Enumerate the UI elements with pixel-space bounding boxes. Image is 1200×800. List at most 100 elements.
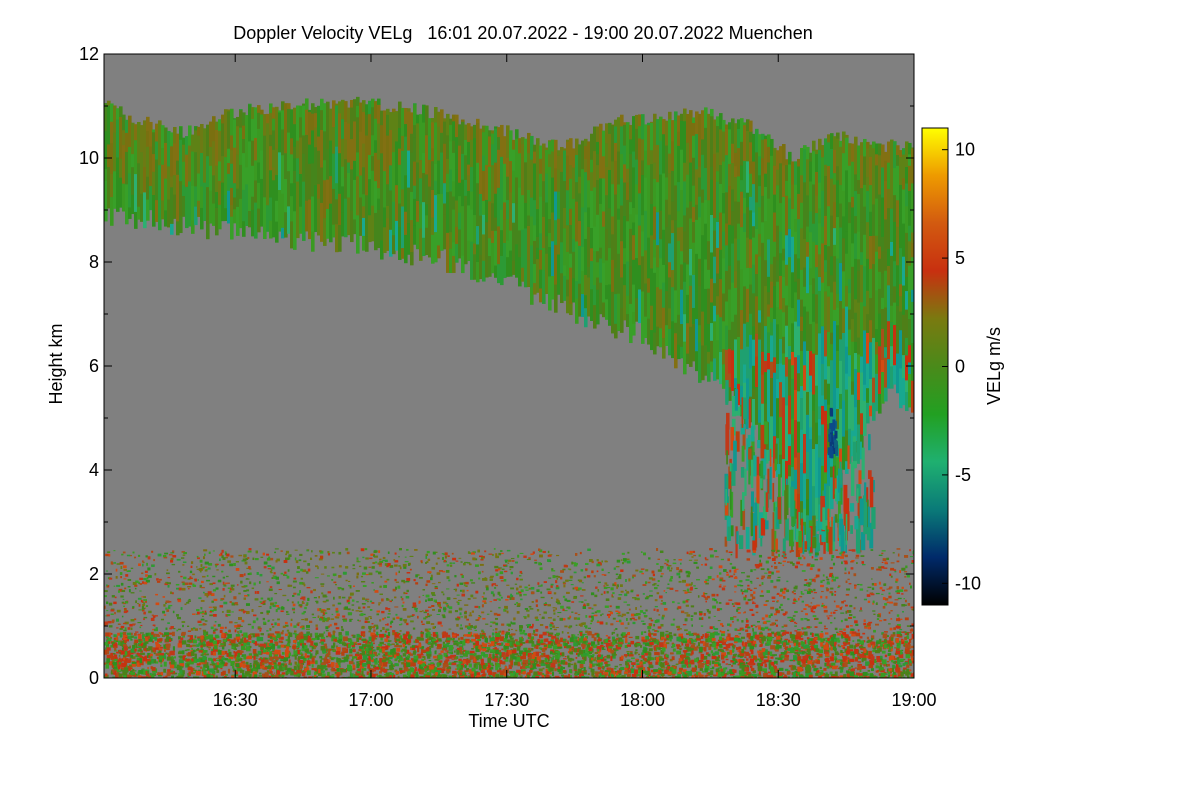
heat-cell (644, 210, 648, 251)
heat-cell (890, 166, 894, 178)
heat-cell (437, 160, 441, 195)
heat-cell (443, 213, 447, 250)
heat-cell (367, 621, 370, 624)
heat-cell (812, 394, 816, 411)
heat-cell (887, 207, 891, 249)
heat-cell (206, 124, 210, 126)
heat-cell (641, 174, 645, 216)
heat-cell (782, 259, 786, 277)
heat-cell (776, 184, 780, 226)
heat-cell (314, 112, 318, 128)
heat-cell (830, 466, 834, 478)
heat-cell (635, 297, 639, 322)
heat-cell (902, 148, 906, 155)
heat-cell (149, 121, 153, 147)
heat-cell (614, 228, 618, 268)
heat-cell (785, 234, 789, 265)
heat-cell (533, 151, 537, 164)
heat-cell (404, 108, 408, 109)
heat-cell (872, 377, 876, 403)
heat-cell (374, 139, 378, 153)
heat-cell (647, 292, 651, 319)
heat-cell (626, 261, 630, 296)
heat-cell (803, 521, 807, 535)
heat-cell (254, 107, 258, 138)
heat-cell (722, 231, 726, 247)
heat-cell (419, 203, 423, 215)
heat-cell (746, 267, 750, 289)
heat-cell (824, 410, 828, 437)
heat-cell (737, 260, 741, 289)
heat-cell (635, 238, 639, 259)
heat-cell (536, 208, 540, 220)
heat-cell (838, 486, 842, 504)
heat-cell (668, 294, 672, 309)
heat-cell (137, 121, 141, 164)
heat-cell (440, 132, 444, 153)
heat-cell (850, 462, 855, 496)
heat-cell (650, 329, 654, 351)
heat-cell (653, 239, 657, 258)
heat-cell (251, 196, 255, 210)
heat-cell (602, 301, 606, 318)
heat-cell (902, 177, 906, 190)
heat-cell (392, 189, 396, 202)
heat-cell (296, 105, 300, 119)
heat-cell (753, 513, 757, 546)
heat-cell (440, 109, 444, 133)
heat-cell (269, 134, 273, 147)
heat-cell (781, 591, 786, 594)
heat-cell (371, 155, 375, 171)
heat-cell (857, 337, 861, 355)
heat-cell (326, 179, 330, 209)
heat-cell (839, 184, 843, 204)
heat-cell (533, 240, 537, 254)
heat-cell (353, 179, 357, 200)
heat-cell (749, 284, 753, 314)
heat-cell (494, 265, 498, 278)
heat-cell (530, 260, 534, 288)
heat-cell (767, 146, 771, 163)
heat-cell (674, 332, 678, 369)
heat-cell (287, 103, 291, 109)
heat-cell (512, 149, 516, 171)
heat-cell (746, 288, 750, 304)
heat-cell (869, 211, 873, 237)
heat-cell (308, 109, 312, 113)
heat-cell (464, 179, 468, 196)
heat-cell (869, 319, 873, 343)
heat-cell (593, 284, 597, 306)
heat-cell (452, 140, 456, 153)
heat-cell (488, 200, 492, 239)
heat-cell (413, 224, 417, 245)
heat-cell (758, 270, 762, 311)
heat-cell (752, 133, 756, 162)
heat-cell (386, 217, 390, 251)
heat-cell (635, 257, 639, 299)
heat-cell (230, 108, 234, 136)
heat-cell (272, 149, 276, 168)
heat-cell (479, 128, 483, 132)
heat-cell (488, 130, 492, 137)
heat-cell (692, 221, 696, 243)
heat-cell (834, 514, 838, 523)
heat-cell (315, 565, 318, 568)
heat-cell (302, 103, 306, 106)
heat-cell (788, 395, 792, 435)
heat-cell (833, 309, 837, 321)
heat-cell (471, 582, 476, 584)
heat-cell (836, 307, 840, 326)
heat-cell (736, 531, 739, 545)
heat-cell (659, 174, 663, 211)
heat-cell (856, 488, 859, 503)
heat-cell (832, 466, 835, 499)
heat-cell (481, 611, 485, 613)
heat-cell (680, 250, 684, 265)
heat-cell (482, 125, 486, 133)
heat-cell (716, 116, 720, 127)
heat-cell (765, 443, 769, 464)
heat-cell (473, 137, 477, 178)
heat-cell (851, 206, 855, 244)
heat-cell (776, 225, 780, 249)
heat-cell (626, 122, 630, 147)
